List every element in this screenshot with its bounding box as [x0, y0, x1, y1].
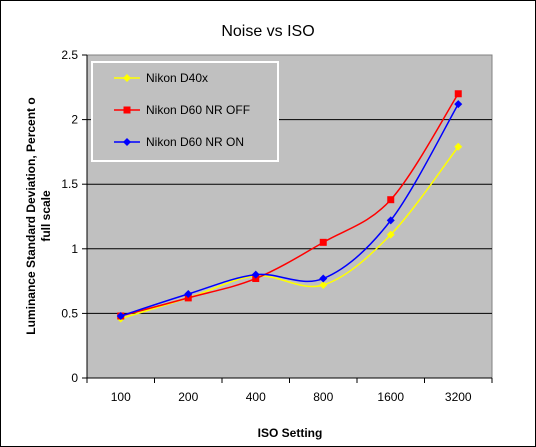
- y-axis-label-line-2: full scale: [39, 190, 53, 242]
- x-axis-label: ISO Setting: [258, 426, 323, 440]
- y-tick-label: 1.5: [61, 177, 78, 191]
- legend-item-nikon-d40x: Nikon D40x: [114, 71, 208, 85]
- legend-label: Nikon D60 NR ON: [146, 135, 244, 149]
- y-tick-label: 0.5: [61, 306, 78, 320]
- legend-swatch-marker: [123, 138, 131, 146]
- x-tick-label: 3200: [445, 390, 472, 404]
- legend-item-nikon-d60-nr-off: Nikon D60 NR OFF: [114, 103, 250, 117]
- legend-swatch-marker: [123, 106, 131, 114]
- data-point: [251, 270, 260, 279]
- y-axis-ticks: 0 0.5 1 1.5 2 2.5: [61, 48, 87, 385]
- x-tick-label: 200: [178, 390, 198, 404]
- y-tick-label: 2: [71, 113, 78, 127]
- legend-label: Nikon D60 NR OFF: [146, 103, 250, 117]
- y-tick-label: 0: [71, 371, 78, 385]
- chart-title: Noise vs ISO: [221, 23, 314, 40]
- y-tick-label: 2.5: [61, 48, 78, 62]
- x-tick-label: 1600: [377, 390, 404, 404]
- data-point: [386, 230, 395, 239]
- legend-swatch-marker: [123, 74, 131, 82]
- legend-item-nikon-d60-nr-on: Nikon D60 NR ON: [114, 135, 244, 149]
- series-group: [116, 90, 463, 323]
- data-point: [454, 90, 462, 98]
- data-point: [184, 290, 193, 299]
- y-tick-label: 1: [71, 242, 78, 256]
- x-axis-ticks: 100 200 400 800 1600 3200: [86, 55, 493, 404]
- y-axis-label-line-1: Luminance Standard Deviation, Percent o: [24, 97, 38, 334]
- gridlines: [87, 119, 492, 314]
- x-tick-label: 400: [246, 390, 266, 404]
- data-point: [116, 311, 125, 320]
- data-point: [454, 142, 463, 151]
- data-point: [319, 238, 327, 246]
- legend-label: Nikon D40x: [146, 71, 208, 85]
- data-point: [387, 196, 395, 204]
- x-tick-label: 100: [111, 390, 131, 404]
- data-point: [319, 274, 328, 283]
- x-tick-label: 800: [313, 390, 333, 404]
- series-nikon-d60-nr-on: [116, 100, 463, 320]
- data-point: [386, 216, 395, 225]
- legend: Nikon D40x Nikon D60 NR OFF Nikon D60 NR O…: [91, 61, 279, 162]
- data-point: [454, 100, 463, 109]
- data-point: [319, 280, 328, 289]
